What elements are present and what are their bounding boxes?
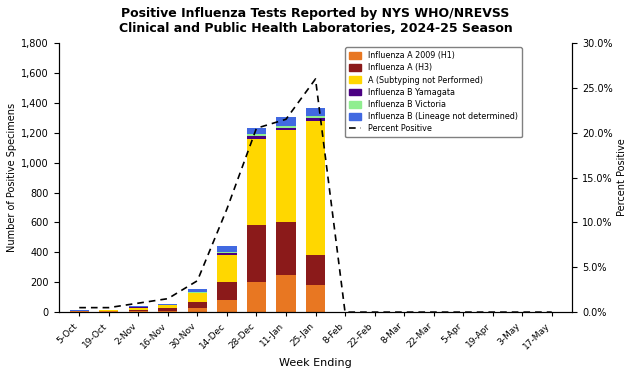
Bar bbox=[70, 310, 89, 311]
Bar bbox=[158, 308, 178, 310]
Bar bbox=[276, 222, 295, 275]
Bar bbox=[306, 108, 325, 116]
Bar bbox=[129, 310, 148, 311]
Bar bbox=[247, 134, 266, 136]
Bar bbox=[247, 136, 266, 139]
Bar bbox=[129, 306, 148, 307]
Y-axis label: Percent Positive: Percent Positive bbox=[617, 139, 627, 216]
Bar bbox=[99, 310, 119, 311]
Bar bbox=[306, 116, 325, 118]
Bar bbox=[158, 310, 178, 312]
Legend: Influenza A 2009 (H1), Influenza A (H3), A (Subtyping not Performed), Influenza : Influenza A 2009 (H1), Influenza A (H3),… bbox=[346, 47, 522, 138]
Bar bbox=[276, 275, 295, 312]
Bar bbox=[188, 289, 207, 292]
Bar bbox=[217, 252, 236, 253]
Bar bbox=[217, 255, 236, 282]
Bar bbox=[306, 285, 325, 312]
Bar bbox=[217, 246, 236, 252]
Bar bbox=[129, 311, 148, 312]
Bar bbox=[129, 308, 148, 310]
Bar bbox=[276, 128, 295, 130]
Bar bbox=[247, 139, 266, 225]
Bar bbox=[158, 304, 178, 305]
Bar bbox=[217, 282, 236, 300]
X-axis label: Week Ending: Week Ending bbox=[279, 358, 352, 368]
Bar bbox=[276, 126, 295, 128]
Bar bbox=[276, 130, 295, 222]
Bar bbox=[217, 300, 236, 312]
Bar bbox=[99, 311, 119, 312]
Bar bbox=[188, 302, 207, 307]
Bar bbox=[247, 128, 266, 134]
Bar bbox=[70, 311, 89, 312]
Bar bbox=[158, 305, 178, 308]
Bar bbox=[247, 225, 266, 282]
Bar bbox=[188, 293, 207, 302]
Bar bbox=[188, 308, 207, 312]
Y-axis label: Number of Positive Specimens: Number of Positive Specimens bbox=[7, 103, 17, 252]
Bar bbox=[217, 253, 236, 255]
Bar bbox=[188, 292, 207, 293]
Bar bbox=[276, 117, 295, 126]
Bar bbox=[306, 255, 325, 285]
Bar bbox=[306, 118, 325, 121]
Title: Positive Influenza Tests Reported by NYS WHO/NREVSS
Clinical and Public Health L: Positive Influenza Tests Reported by NYS… bbox=[119, 7, 512, 35]
Bar bbox=[247, 282, 266, 312]
Bar bbox=[306, 121, 325, 255]
